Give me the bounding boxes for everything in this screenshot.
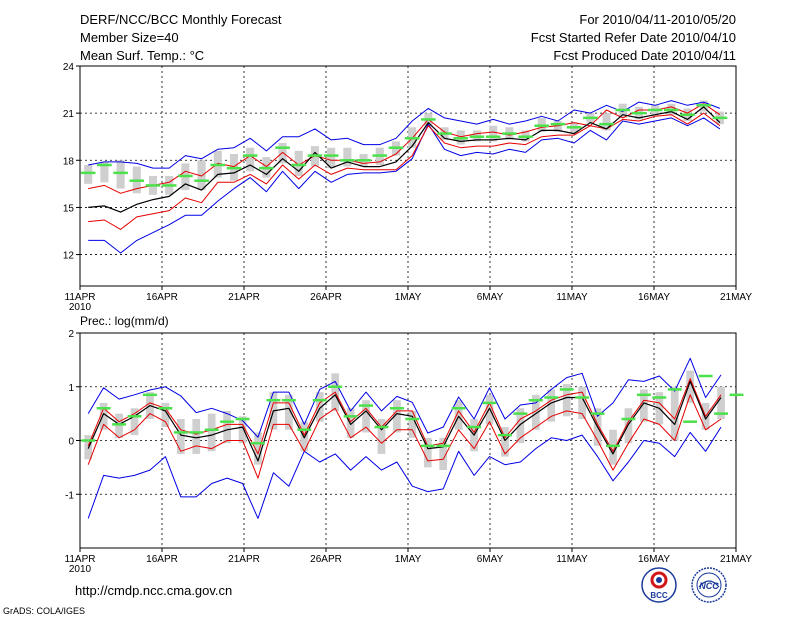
prec-xtick-label: 16APR bbox=[146, 554, 178, 565]
prec-iqr-box bbox=[362, 400, 370, 433]
temp-ytick-label: 12 bbox=[63, 251, 75, 262]
prec-iqr-box bbox=[501, 427, 509, 457]
prec-ytick-label: 1 bbox=[68, 383, 74, 394]
prec-iqr-box bbox=[531, 394, 540, 430]
prec-iqr-box bbox=[439, 437, 448, 471]
prec-iqr-box bbox=[238, 416, 247, 444]
forecast-period: For 2010/04/11-2010/05/20 bbox=[579, 12, 736, 27]
temp-iqr-box bbox=[602, 113, 611, 131]
prec-xtick-label: 11APR bbox=[65, 554, 96, 565]
prec-min-line bbox=[87, 426, 722, 519]
variable-label: Mean Surf. Temp.: °C bbox=[80, 48, 205, 63]
prec-xtick-label: 21MAY bbox=[720, 554, 752, 565]
prec-iqr-box bbox=[254, 432, 262, 465]
temp-iqr-box bbox=[84, 165, 93, 184]
ncc-logo: NCC bbox=[691, 567, 727, 603]
temp-upper-percentile-line bbox=[88, 103, 721, 194]
prec-chart: Prec.: log(mm/d) 11APR 16APR 21APR 26APR 1MAY… bbox=[65, 314, 753, 575]
prec-iqr-box bbox=[717, 386, 725, 419]
produced-date: Fcst Produced Date 2010/04/11 bbox=[553, 48, 736, 63]
temp-iqr-box bbox=[278, 143, 287, 164]
temp-ytick-label: 24 bbox=[63, 62, 75, 73]
prec-iqr-box bbox=[516, 408, 525, 444]
temp-mean-line bbox=[88, 106, 721, 213]
prec-title: Prec.: log(mm/d) bbox=[80, 314, 169, 328]
prec-iqr-box bbox=[609, 429, 617, 465]
member-size: Member Size=40 bbox=[80, 30, 179, 45]
temp-iqr-box bbox=[553, 121, 562, 132]
temp-min-line bbox=[88, 117, 721, 254]
temp-xtick-label: 21APR bbox=[228, 292, 260, 303]
temp-ytick-label: 18 bbox=[63, 156, 75, 167]
prec-iqr-box bbox=[670, 386, 679, 441]
prec-iqr-box bbox=[176, 419, 185, 454]
prec-iqr-box bbox=[377, 419, 386, 454]
temp-xtick-label: 11APR bbox=[65, 292, 96, 303]
temp-chart: 11APR 16APR 21APR 26APR 1MAY 6MAY 11MAY 16MAY 21… bbox=[63, 62, 752, 313]
started-date: Fcst Started Refer Date 2010/04/10 bbox=[530, 30, 736, 45]
prec-iqr-box bbox=[161, 402, 170, 428]
temp-xtick-label: 16APR bbox=[146, 292, 178, 303]
bcc-logo: BCC bbox=[641, 567, 677, 603]
prec-iqr-box bbox=[393, 400, 401, 433]
source-url[interactable]: http://cmdp.ncc.cma.gov.cn bbox=[75, 583, 233, 598]
ncc-logo-text: NCC bbox=[699, 581, 719, 591]
prec-iqr-box bbox=[640, 389, 648, 422]
temp-xtick-label: 21MAY bbox=[720, 292, 752, 303]
temp-xtick-label: 11MAY bbox=[556, 292, 588, 303]
prec-mean-line bbox=[87, 380, 722, 462]
temp-ytick-label: 21 bbox=[63, 109, 75, 120]
temp-max-line bbox=[88, 100, 721, 169]
prec-xtick-label: 26APR bbox=[310, 554, 342, 565]
temp-xtick-label: 26APR bbox=[310, 292, 342, 303]
temp-ytick-label: 15 bbox=[63, 203, 75, 214]
prec-year-label: 2010 bbox=[69, 564, 92, 575]
prec-iqr-box bbox=[315, 392, 324, 422]
prec-iqr-box bbox=[408, 410, 417, 438]
prec-iqr-box bbox=[686, 370, 695, 403]
prec-xtick-label: 6MAY bbox=[477, 554, 504, 565]
prec-iqr-box bbox=[562, 384, 571, 417]
prec-iqr-box bbox=[192, 419, 201, 454]
prec-iqr-box bbox=[115, 413, 123, 438]
prec-iqr-box bbox=[346, 408, 355, 438]
prec-xtick-label: 1MAY bbox=[395, 554, 422, 565]
prec-iqr-box bbox=[99, 402, 108, 430]
prec-iqr-box bbox=[547, 389, 556, 422]
prec-iqr-box bbox=[130, 408, 139, 436]
temp-year-label: 2010 bbox=[69, 302, 92, 313]
prec-xtick-label: 16MAY bbox=[638, 554, 670, 565]
prec-ytick-label: 0 bbox=[68, 437, 74, 448]
temp-xtick-label: 16MAY bbox=[638, 292, 670, 303]
temp-iqr-box bbox=[100, 161, 109, 183]
temp-xtick-label: 1MAY bbox=[395, 292, 422, 303]
temp-iqr-box bbox=[489, 125, 498, 142]
prec-ytick-label: 2 bbox=[68, 329, 74, 340]
temp-lower-percentile-line bbox=[88, 112, 721, 230]
prec-iqr-box bbox=[454, 400, 463, 430]
grads-credit: GrADS: COLA/IGES bbox=[3, 606, 86, 616]
prec-iqr-box bbox=[285, 394, 293, 430]
prec-iqr-box bbox=[207, 413, 216, 452]
prec-iqr-box bbox=[223, 410, 231, 444]
prec-iqr-box bbox=[300, 421, 309, 452]
prec-iqr-box bbox=[578, 386, 586, 419]
temp-xtick-label: 6MAY bbox=[477, 292, 504, 303]
prec-iqr-box bbox=[423, 437, 432, 468]
prec-ytick-label: -1 bbox=[65, 490, 74, 501]
prec-xtick-label: 11MAY bbox=[556, 554, 588, 565]
temp-iqr-box bbox=[246, 147, 255, 172]
temp-iqr-box bbox=[116, 160, 125, 189]
prec-xtick-label: 21APR bbox=[228, 554, 260, 565]
chart-title: DERF/NCC/BCC Monthly Forecast bbox=[80, 12, 282, 27]
prec-iqr-box bbox=[624, 408, 633, 444]
temp-iqr-box bbox=[197, 160, 206, 191]
temp-iqr-box bbox=[343, 147, 352, 167]
temp-iqr-box bbox=[294, 150, 303, 176]
temp-iqr-box bbox=[327, 147, 336, 169]
prec-max-line bbox=[87, 357, 722, 438]
prec-lower-percentile-line bbox=[87, 394, 722, 479]
bcc-logo-text: BCC bbox=[650, 591, 668, 600]
